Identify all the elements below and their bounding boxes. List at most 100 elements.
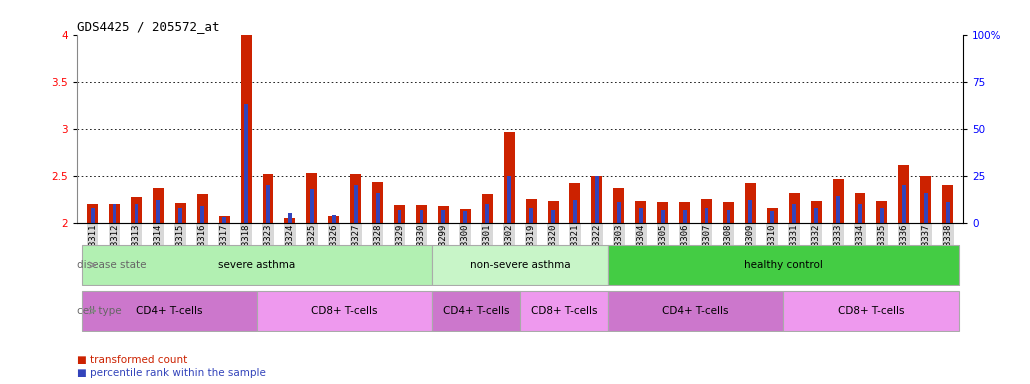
Bar — [438, 206, 449, 223]
Bar — [832, 179, 844, 223]
Bar — [332, 215, 336, 223]
Bar — [880, 208, 884, 223]
Bar — [178, 208, 182, 223]
Bar — [679, 202, 690, 223]
Bar — [548, 201, 558, 223]
Bar — [745, 183, 756, 223]
Text: non-severe asthma: non-severe asthma — [470, 260, 571, 270]
Bar — [244, 104, 248, 223]
Bar — [946, 202, 950, 223]
Bar — [419, 210, 423, 223]
Bar — [608, 291, 783, 331]
Bar — [398, 210, 402, 223]
Bar — [783, 291, 959, 331]
Bar — [135, 204, 138, 223]
Bar — [175, 203, 185, 223]
Bar — [306, 173, 317, 223]
Bar — [701, 199, 712, 223]
Bar — [464, 212, 468, 223]
Text: ■ transformed count: ■ transformed count — [77, 355, 187, 365]
Bar — [284, 218, 296, 223]
Bar — [591, 176, 603, 223]
Text: CD4+ T-cells: CD4+ T-cells — [443, 306, 510, 316]
Bar — [263, 174, 274, 223]
Bar — [657, 202, 668, 223]
Bar — [877, 201, 888, 223]
Bar — [855, 193, 865, 223]
Bar — [705, 208, 709, 223]
Bar — [613, 188, 624, 223]
Bar — [218, 216, 230, 223]
Bar — [551, 210, 555, 223]
Bar — [836, 196, 840, 223]
Bar — [485, 204, 489, 223]
Text: CD8+ T-cells: CD8+ T-cells — [311, 306, 378, 316]
Bar — [595, 176, 598, 223]
Bar — [570, 183, 581, 223]
Bar — [723, 202, 734, 223]
Bar — [416, 205, 427, 223]
Bar — [258, 291, 433, 331]
Bar — [617, 202, 621, 223]
Bar — [442, 210, 445, 223]
Text: CD4+ T-cells: CD4+ T-cells — [136, 306, 203, 316]
Bar — [766, 208, 778, 223]
Bar — [749, 200, 752, 223]
Bar — [350, 174, 362, 223]
Bar — [726, 210, 730, 223]
Bar — [639, 208, 643, 223]
Text: CD8+ T-cells: CD8+ T-cells — [530, 306, 597, 316]
Bar — [353, 185, 357, 223]
Bar — [310, 189, 314, 223]
Bar — [157, 200, 161, 223]
Bar — [898, 166, 909, 223]
Bar — [376, 193, 379, 223]
Bar — [815, 208, 818, 223]
Bar — [200, 206, 204, 223]
Bar — [288, 214, 291, 223]
Bar — [683, 210, 687, 223]
Bar — [433, 245, 608, 285]
Bar — [197, 195, 208, 223]
Bar — [372, 182, 383, 223]
Bar — [789, 193, 799, 223]
Bar — [241, 35, 251, 223]
Text: ■ percentile rank within the sample: ■ percentile rank within the sample — [77, 368, 266, 378]
Bar — [81, 245, 433, 285]
Bar — [924, 193, 928, 223]
Bar — [902, 185, 905, 223]
Bar — [507, 176, 511, 223]
Bar — [770, 212, 775, 223]
Bar — [394, 205, 405, 223]
Bar — [520, 291, 608, 331]
Bar — [131, 197, 142, 223]
Bar — [91, 208, 95, 223]
Text: cell type: cell type — [77, 306, 123, 316]
Bar — [811, 201, 822, 223]
Bar — [661, 210, 664, 223]
Bar — [792, 204, 796, 223]
Bar — [222, 217, 226, 223]
Bar — [858, 204, 862, 223]
Bar — [81, 291, 258, 331]
Bar — [433, 291, 520, 331]
Bar — [608, 245, 959, 285]
Bar — [459, 209, 471, 223]
Text: CD8+ T-cells: CD8+ T-cells — [837, 306, 904, 316]
Text: healthy control: healthy control — [744, 260, 823, 270]
Bar — [504, 132, 515, 223]
Bar — [529, 208, 534, 223]
Text: severe asthma: severe asthma — [218, 260, 296, 270]
Bar — [329, 216, 339, 223]
Bar — [152, 188, 164, 223]
Bar — [525, 199, 537, 223]
Text: disease state: disease state — [77, 260, 147, 270]
Bar — [482, 195, 492, 223]
Text: GDS4425 / 205572_at: GDS4425 / 205572_at — [77, 20, 219, 33]
Bar — [573, 200, 577, 223]
Bar — [109, 204, 121, 223]
Text: CD4+ T-cells: CD4+ T-cells — [662, 306, 729, 316]
Bar — [942, 185, 953, 223]
Bar — [112, 204, 116, 223]
Bar — [636, 201, 646, 223]
